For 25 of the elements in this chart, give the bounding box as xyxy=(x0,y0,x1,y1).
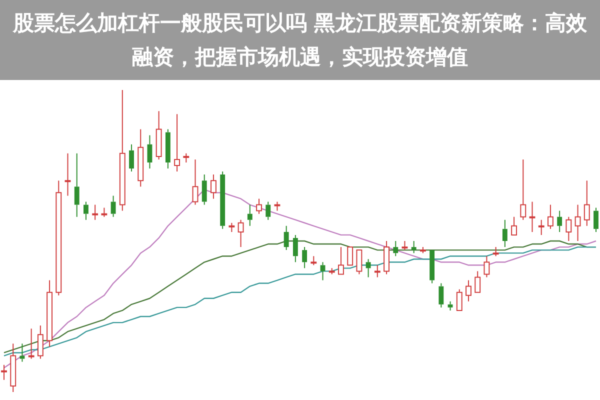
candlestick xyxy=(74,152,80,218)
candlestick xyxy=(20,343,25,362)
candlestick xyxy=(502,219,508,248)
candlestick xyxy=(84,201,88,220)
candlestick xyxy=(147,134,152,170)
candlestick xyxy=(165,128,170,170)
candlestick xyxy=(448,300,453,311)
candlestick xyxy=(411,240,416,254)
candlestick xyxy=(438,282,444,308)
candlestick xyxy=(557,210,562,232)
chart-title: 股票怎么加杠杆一般股民可以吗 黑龙江股票配资新策略：高效融资，把握市场机遇，实现投资增值 xyxy=(0,0,600,80)
candlestick xyxy=(284,225,289,251)
candlestick xyxy=(110,195,116,218)
candlestick xyxy=(302,246,308,269)
candlestick xyxy=(247,204,252,226)
candlestick xyxy=(220,171,226,230)
candlestick xyxy=(266,201,271,220)
candlestick xyxy=(320,262,326,281)
candlestick xyxy=(594,207,598,232)
candlestick xyxy=(430,250,435,284)
candlestick xyxy=(202,174,207,206)
candlestick xyxy=(292,234,298,263)
candlestick xyxy=(366,258,371,278)
candlestick xyxy=(393,240,398,257)
candlestick xyxy=(129,144,134,172)
